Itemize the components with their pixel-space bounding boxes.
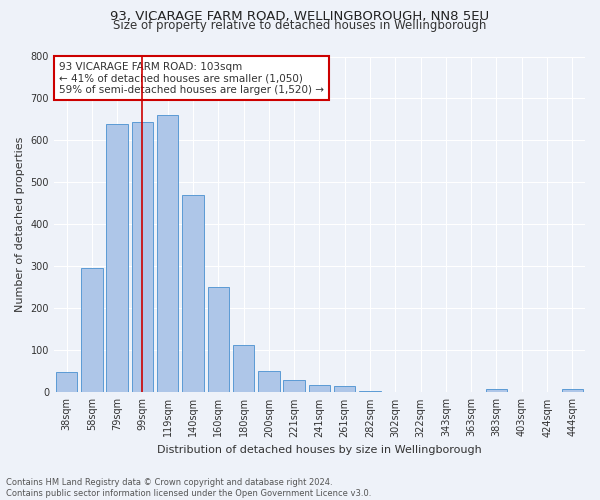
Text: 93, VICARAGE FARM ROAD, WELLINGBOROUGH, NN8 5EU: 93, VICARAGE FARM ROAD, WELLINGBOROUGH, … — [110, 10, 490, 23]
Bar — [309, 386, 330, 392]
Text: Size of property relative to detached houses in Wellingborough: Size of property relative to detached ho… — [113, 19, 487, 32]
Bar — [334, 386, 355, 392]
Bar — [258, 372, 280, 392]
Text: Contains HM Land Registry data © Crown copyright and database right 2024.
Contai: Contains HM Land Registry data © Crown c… — [6, 478, 371, 498]
Bar — [208, 286, 229, 393]
Bar — [131, 122, 153, 392]
Bar — [56, 372, 77, 392]
Bar — [486, 389, 507, 392]
Bar — [359, 391, 381, 392]
Bar — [157, 116, 178, 392]
Bar — [562, 389, 583, 392]
X-axis label: Distribution of detached houses by size in Wellingborough: Distribution of detached houses by size … — [157, 445, 482, 455]
Bar — [233, 345, 254, 393]
Bar — [182, 195, 204, 392]
Bar — [106, 124, 128, 392]
Bar — [81, 268, 103, 392]
Y-axis label: Number of detached properties: Number of detached properties — [15, 137, 25, 312]
Bar — [283, 380, 305, 392]
Text: 93 VICARAGE FARM ROAD: 103sqm
← 41% of detached houses are smaller (1,050)
59% o: 93 VICARAGE FARM ROAD: 103sqm ← 41% of d… — [59, 62, 324, 94]
